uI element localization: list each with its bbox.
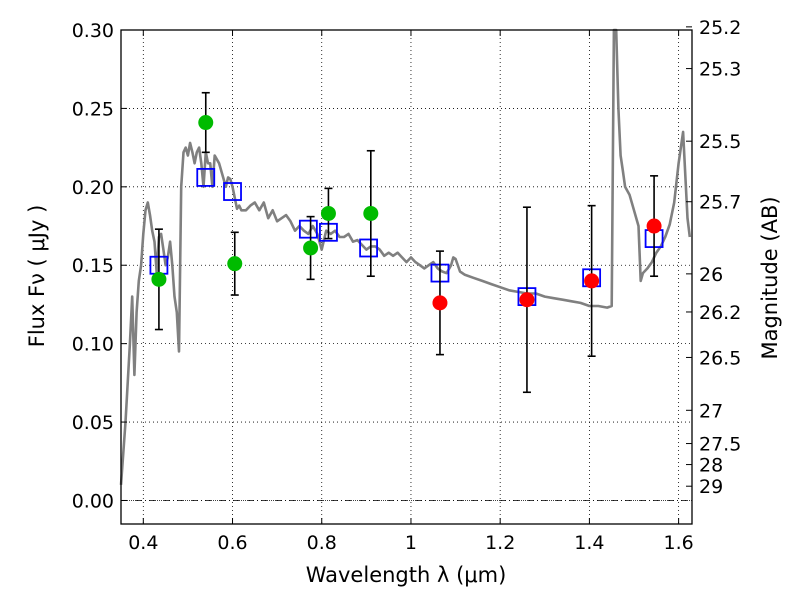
magnitude-tick-label: 29 <box>699 476 723 498</box>
magnitude-tick-label: 26.2 <box>699 302 741 324</box>
magnitude-tick-label: 25.5 <box>699 131 741 153</box>
magnitude-tick-label: 26 <box>699 264 723 286</box>
y-tick-label: 0.20 <box>72 177 114 199</box>
template-spectrum-line <box>119 28 692 485</box>
green-data-point <box>198 115 214 131</box>
red-data-point <box>584 273 600 289</box>
y-tick-label: 0.25 <box>72 98 114 120</box>
model-square-marker <box>223 182 242 201</box>
y-axis-label: Flux Fν ( μJy ) <box>25 205 49 348</box>
magnitude-tick-label: 27 <box>699 400 723 422</box>
green-data-point <box>303 240 319 256</box>
magnitude-tick-label: 26.5 <box>699 347 741 369</box>
x-tick-label: 1 <box>405 532 417 554</box>
y-tick-label: 0.15 <box>72 255 114 277</box>
x-tick-label: 0.8 <box>307 532 337 554</box>
y-tick-label: 0.00 <box>72 490 114 512</box>
x-tick-labels: 0.4 0.6 0.8 1 1.2 1.4 1.6 <box>128 532 694 554</box>
data-points <box>149 91 664 394</box>
x-tick-label: 0.4 <box>128 532 158 554</box>
green-data-point <box>227 256 243 272</box>
grid-lines <box>121 29 692 524</box>
x-axis-label: Wavelength λ (μm) <box>306 563 507 587</box>
magnitude-tick-label: 27.5 <box>699 434 741 456</box>
y-axis-label-right: Magnitude (AB) <box>758 196 782 359</box>
x-tick-label: 1.4 <box>574 532 604 554</box>
green-data-point <box>151 271 167 287</box>
green-data-point <box>320 205 336 221</box>
y-tick-label: 0.10 <box>72 334 114 356</box>
y-tick-label: 0.30 <box>72 20 114 42</box>
plot-frame <box>120 29 693 525</box>
red-data-point <box>646 218 662 234</box>
red-data-point <box>519 292 535 308</box>
model-square-marker <box>298 219 318 239</box>
green-data-point <box>363 205 379 221</box>
axis-ticks <box>121 26 692 524</box>
y-tick-label: 0.05 <box>72 412 114 434</box>
x-tick-label: 1.6 <box>664 532 694 554</box>
x-tick-label: 1.2 <box>485 532 515 554</box>
magnitude-tick-label: 25.7 <box>699 192 741 214</box>
x-tick-label: 0.6 <box>217 532 247 554</box>
magnitude-tick-label: 25.3 <box>699 59 741 81</box>
red-data-point <box>432 295 448 311</box>
magnitude-tick-label: 28 <box>699 455 723 477</box>
magnitude-tick-label: 25.2 <box>699 17 741 39</box>
model-square-marker <box>359 238 378 258</box>
y-tick-labels: 0.00 0.05 0.10 0.15 0.20 0.25 0.30 <box>72 20 114 512</box>
model-square-marker <box>196 168 216 187</box>
spectrum-line <box>119 28 692 485</box>
